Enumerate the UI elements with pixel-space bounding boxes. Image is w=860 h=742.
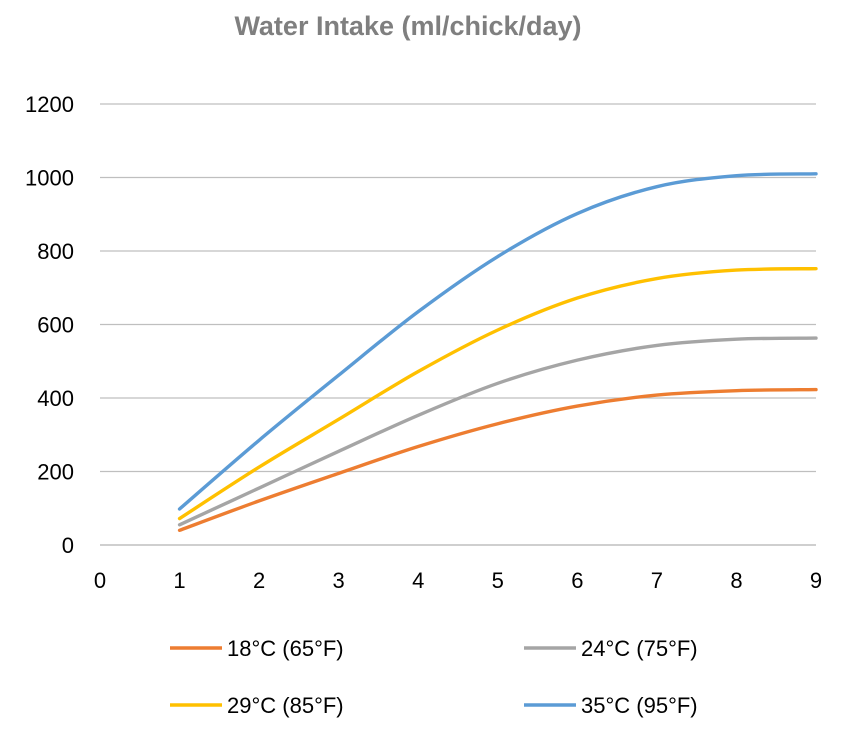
y-tick-label: 0 [62, 533, 74, 558]
y-tick-label: 600 [37, 313, 74, 338]
y-tick-label: 1200 [25, 92, 74, 117]
x-tick-label: 6 [571, 568, 583, 593]
y-tick-label: 1000 [25, 166, 74, 191]
x-axis-ticks: 0 1 2 3 4 5 6 7 8 9 [94, 568, 822, 593]
x-tick-label: 7 [651, 568, 663, 593]
x-tick-label: 1 [173, 568, 185, 593]
series-line-3 [177, 172, 818, 511]
x-tick-label: 8 [730, 568, 742, 593]
legend-label-2: 29°C (85°F) [227, 693, 344, 718]
y-axis-ticks: 0 200 400 600 800 1000 1200 [25, 92, 74, 558]
legend-label-1: 24°C (75°F) [581, 636, 698, 661]
series-layer [177, 172, 818, 532]
x-tick-label: 9 [810, 568, 822, 593]
chart-title: Water Intake (ml/chick/day) [234, 11, 581, 41]
series-line-1 [177, 336, 818, 527]
x-tick-label: 5 [492, 568, 504, 593]
series-line-0 [177, 387, 818, 532]
legend-label-0: 18°C (65°F) [227, 636, 344, 661]
x-tick-label: 2 [253, 568, 265, 593]
grid-layer [100, 103, 816, 546]
x-tick-label: 3 [333, 568, 345, 593]
y-tick-label: 400 [37, 386, 74, 411]
legend-label-3: 35°C (95°F) [581, 693, 698, 718]
series-line-2 [177, 266, 818, 521]
y-tick-label: 800 [37, 239, 74, 264]
x-tick-label: 0 [94, 568, 106, 593]
x-tick-label: 4 [412, 568, 424, 593]
y-tick-label: 200 [37, 460, 74, 485]
legend: 18°C (65°F) 24°C (75°F) 29°C (85°F) 35°C (9… [170, 636, 698, 718]
